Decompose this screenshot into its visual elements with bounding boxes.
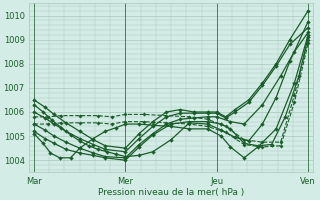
X-axis label: Pression niveau de la mer( hPa ): Pression niveau de la mer( hPa ) [98,188,244,197]
